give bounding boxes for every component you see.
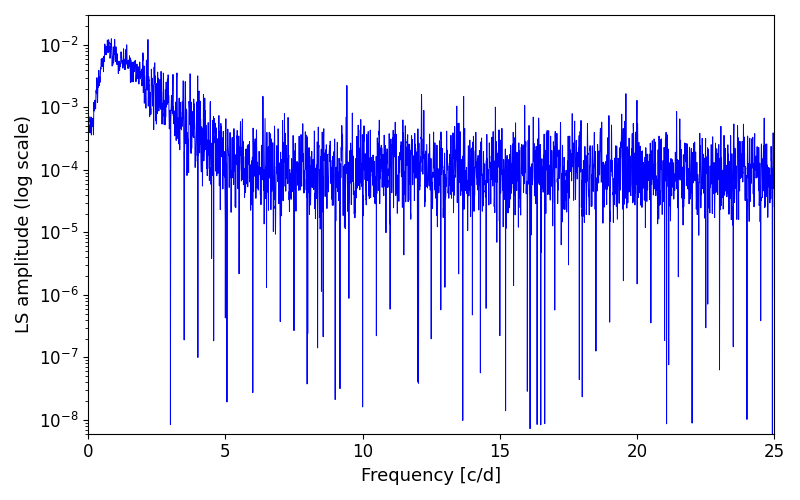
X-axis label: Frequency [c/d]: Frequency [c/d] [361, 467, 502, 485]
Y-axis label: LS amplitude (log scale): LS amplitude (log scale) [15, 116, 33, 334]
